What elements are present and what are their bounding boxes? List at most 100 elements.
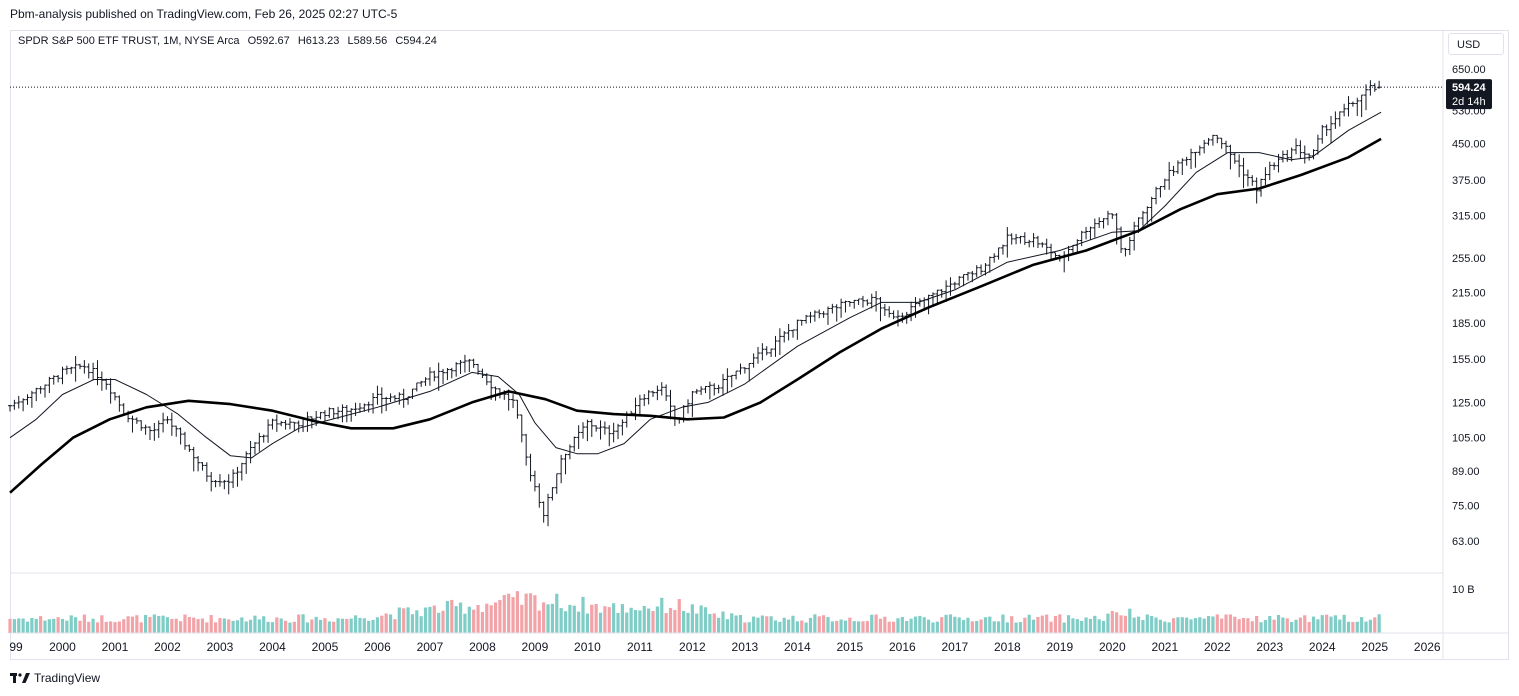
volume-bar	[170, 618, 174, 633]
time-tick-label: 2013	[732, 640, 759, 654]
time-tick-label: 2019	[1046, 640, 1073, 654]
volume-bar	[1298, 617, 1302, 633]
ohlc-bar	[366, 401, 371, 413]
ohlc-bar	[1110, 213, 1115, 219]
volume-bar	[747, 622, 751, 633]
volume-bar	[1185, 617, 1189, 633]
symbol-title[interactable]: SPDR S&P 500 ETF TRUST, 1M, NYSE Arca	[18, 35, 240, 47]
ohlc-bar	[8, 404, 12, 412]
ohlc-bar	[957, 276, 962, 287]
volume-bar	[896, 618, 900, 633]
volume-bar	[603, 606, 607, 633]
volume-bar	[550, 603, 555, 633]
volume-bar	[1005, 622, 1009, 633]
ohlc-bar	[1145, 206, 1150, 225]
ohlc-bar	[226, 474, 231, 495]
volume-bar	[625, 612, 629, 633]
ohlc-bar	[755, 346, 760, 364]
price-tick-label: 63.00	[1452, 536, 1480, 548]
volume-bar	[791, 615, 795, 633]
ohlc-bar	[1167, 161, 1172, 190]
ohlc-bar	[51, 375, 56, 385]
ohlc-bar	[742, 367, 747, 374]
ohlc-bar	[42, 384, 47, 398]
ohlc-bar	[213, 479, 218, 488]
volume-bar	[1189, 619, 1193, 633]
time-tick-label: 99	[9, 640, 23, 654]
ohlc-bar	[441, 368, 446, 385]
volume-bar	[642, 605, 646, 633]
volume-bar	[703, 607, 708, 633]
time-tick-label: 2011	[627, 640, 653, 654]
ohlc-bar	[1206, 137, 1211, 146]
volume-bar	[944, 614, 948, 633]
ohlc-bar	[716, 384, 721, 394]
volume-bar	[647, 608, 651, 633]
ohlc-bar	[594, 425, 599, 432]
ohlc-bar	[1171, 165, 1176, 177]
ohlc-bar	[1346, 96, 1351, 117]
volume-bar	[660, 597, 664, 633]
ohlc-bar	[375, 385, 380, 405]
volume-bar	[651, 611, 655, 633]
volume-bar	[244, 621, 248, 633]
time-tick-label: 2001	[102, 640, 129, 654]
volume-bar	[388, 614, 393, 633]
volume-bar	[926, 619, 931, 633]
ohlc-bar	[73, 355, 78, 382]
volume-bar	[109, 621, 113, 633]
volume-bar	[406, 607, 410, 633]
volume-bar	[253, 615, 257, 633]
ohlc-bar	[633, 397, 638, 421]
volume-bar	[345, 618, 349, 633]
volume-bar	[620, 604, 624, 633]
volume-bars	[8, 591, 1381, 633]
ohlc-bar	[589, 418, 594, 437]
volume-bar	[948, 614, 953, 633]
ohlc-bar	[77, 363, 82, 370]
ohlc-bar	[909, 301, 914, 322]
volume-bar	[1338, 619, 1342, 633]
volume-bar	[135, 615, 139, 633]
time-tick-label: 2008	[469, 640, 496, 654]
moving-averages	[9, 111, 1382, 494]
ohlc-bar	[576, 425, 581, 450]
ohlc-bar	[16, 395, 21, 409]
volume-bar	[104, 621, 108, 633]
ohlc-bar	[939, 289, 944, 298]
ohlc-bar	[458, 360, 463, 374]
volume-bar	[358, 617, 362, 633]
ohlc-bar	[1324, 124, 1329, 137]
volume-bar	[1123, 615, 1128, 633]
ohlc-bar	[1372, 83, 1377, 92]
currency-button[interactable]: USD	[1448, 33, 1504, 55]
volume-bar	[1053, 615, 1058, 633]
volume-bar	[1259, 622, 1263, 633]
volume-bar	[577, 611, 581, 633]
ohlc-bar	[1149, 196, 1154, 222]
ohlc-bar	[1241, 157, 1246, 189]
bar-countdown-label: 2d 14h	[1452, 96, 1486, 108]
time-tick-label: 2009	[522, 640, 549, 654]
footer-brand[interactable]: TradingView	[10, 670, 100, 686]
ohlc-bar	[1189, 148, 1194, 170]
ohlc-bar	[808, 311, 813, 324]
ohlc-bar	[1180, 158, 1185, 176]
volume-bar	[1049, 621, 1053, 633]
volume-bar	[1268, 616, 1272, 633]
volume-bar	[498, 599, 502, 633]
volume-bar	[664, 613, 668, 633]
ohlc-bar	[397, 392, 402, 405]
volume-bar	[257, 619, 261, 633]
ohlc-bar	[209, 472, 214, 492]
ohlc-bar	[449, 367, 454, 379]
ohlc-bar	[563, 453, 568, 475]
ohlc-bar	[331, 408, 336, 419]
ohlc-bar	[1350, 101, 1355, 107]
ohlc-bar	[672, 405, 677, 426]
volume-bar	[712, 613, 716, 633]
volume-bar	[467, 606, 471, 633]
volume-bar	[1346, 621, 1351, 633]
volume-bar	[935, 621, 939, 633]
